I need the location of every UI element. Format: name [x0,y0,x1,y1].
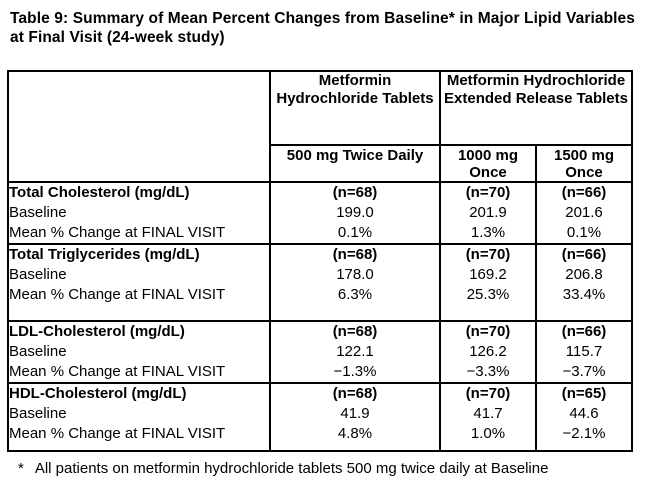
header-group-row: Metformin Hydrochloride Tablets Metformi… [7,70,634,183]
header-dose-row: 500 mg Twice Daily 1000 mg Once 1500 mg … [8,144,634,183]
n-count: (n=66) [561,323,607,340]
n-count: (n=68) [332,385,378,402]
change-value: 6.3% [337,286,373,303]
n-count: (n=66) [561,246,607,263]
corner-empty-cell [7,70,271,183]
section-label-cell: Total Cholesterol (mg/dL) Baseline Mean … [7,181,271,245]
footnote-asterisk: * [18,460,24,477]
data-cell: (n=66) 206.8 33.4% [534,243,634,322]
baseline-value: 178.0 [336,266,374,283]
col-group-metformin-er: Metformin Hydrochloride Extended Release… [438,70,634,146]
section-label-cell: LDL-Cholesterol (mg/dL) Baseline Mean % … [7,320,271,384]
baseline-value: 41.7 [473,405,503,422]
baseline-value: 115.7 [565,343,603,360]
baseline-value: 126.2 [469,343,507,360]
data-cell: (n=68) 41.9 4.8% [269,382,441,452]
table-title: Table 9: Summary of Mean Percent Changes… [10,10,635,46]
variable-label: Total Triglycerides (mg/dL) [9,246,200,263]
change-value: −3.7% [562,363,606,380]
dose-header-1500mg-once: 1500 mg Once [534,144,634,183]
section-row-total-triglycerides: Total Triglycerides (mg/dL) Baseline Mea… [7,243,634,322]
row-label-change: Mean % Change at FINAL VISIT [9,224,226,241]
data-cell: (n=70) 169.2 25.3% [439,243,537,322]
change-value: 1.3% [470,224,506,241]
data-cell: (n=65) 44.6 −2.1% [534,382,634,452]
data-cell: (n=70) 126.2 −3.3% [439,320,537,384]
variable-label: HDL-Cholesterol (mg/dL) [9,385,187,402]
data-cell: (n=68) 178.0 6.3% [269,243,441,322]
baseline-value: 199.0 [336,204,374,221]
dose-header-500mg-bid: 500 mg Twice Daily [269,144,441,183]
baseline-value: 206.8 [565,266,603,283]
n-count: (n=68) [332,323,378,340]
n-count: (n=70) [465,184,511,201]
baseline-value: 169.2 [469,266,507,283]
change-value: −1.3% [333,363,377,380]
data-cell: (n=70) 201.9 1.3% [439,181,537,245]
row-label-baseline: Baseline [9,204,67,221]
data-cell: (n=68) 199.0 0.1% [269,181,441,245]
change-value: 1.0% [470,425,506,442]
row-label-baseline: Baseline [9,405,67,422]
change-value: 33.4% [562,286,606,303]
section-row-total-cholesterol: Total Cholesterol (mg/dL) Baseline Mean … [7,181,634,245]
n-count: (n=70) [465,385,511,402]
dose-header-1000mg-once: 1000 mg Once [439,144,537,183]
section-label-cell: HDL-Cholesterol (mg/dL) Baseline Mean % … [7,382,271,452]
row-label-baseline: Baseline [9,343,67,360]
change-value: −2.1% [562,425,606,442]
row-label-change: Mean % Change at FINAL VISIT [9,425,226,442]
n-count: (n=65) [561,385,607,402]
n-count: (n=68) [332,184,378,201]
change-value: −3.3% [466,363,510,380]
change-value: 0.1% [337,224,373,241]
n-count: (n=68) [332,246,378,263]
col-group-metformin-ir: Metformin Hydrochloride Tablets [269,70,441,146]
variable-label: Total Cholesterol (mg/dL) [9,184,190,201]
lipid-summary-table: Metformin Hydrochloride Tablets Metformi… [7,70,634,452]
n-count: (n=70) [465,323,511,340]
footnote: * All patients on metformin hydrochloride… [18,459,649,478]
data-cell: (n=70) 41.7 1.0% [439,382,537,452]
data-cell: (n=66) 201.6 0.1% [534,181,634,245]
footnote-text: All patients on metformin hydrochloride … [34,460,549,477]
row-label-baseline: Baseline [9,266,67,283]
change-value: 25.3% [466,286,510,303]
section-row-hdl-cholesterol: HDL-Cholesterol (mg/dL) Baseline Mean % … [7,382,634,452]
variable-label: LDL-Cholesterol (mg/dL) [9,323,185,340]
baseline-value: 44.6 [569,405,599,422]
change-value: 0.1% [566,224,602,241]
n-count: (n=66) [561,184,607,201]
row-label-change: Mean % Change at FINAL VISIT [9,286,226,303]
data-cell: (n=68) 122.1 −1.3% [269,320,441,384]
baseline-value: 122.1 [336,343,374,360]
n-count: (n=70) [465,246,511,263]
row-label-change: Mean % Change at FINAL VISIT [9,363,226,380]
baseline-value: 201.6 [565,204,603,221]
baseline-value: 201.9 [469,204,507,221]
data-cell: (n=66) 115.7 −3.7% [534,320,634,384]
change-value: 4.8% [337,425,373,442]
baseline-value: 41.9 [340,405,370,422]
section-row-ldl-cholesterol: LDL-Cholesterol (mg/dL) Baseline Mean % … [7,320,634,384]
section-label-cell: Total Triglycerides (mg/dL) Baseline Mea… [7,243,271,322]
